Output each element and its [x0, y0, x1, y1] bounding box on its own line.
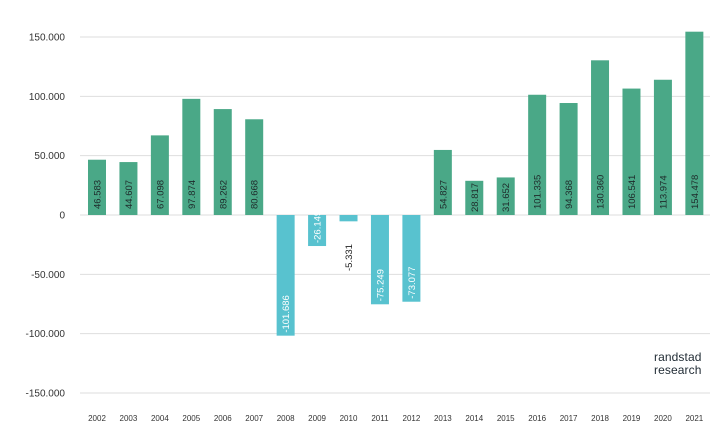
x-tick-label: 2005	[182, 414, 200, 423]
bar-2021	[685, 31, 704, 215]
x-tick-label: 2015	[497, 414, 515, 423]
bar-value-label: 101.335	[533, 175, 544, 209]
bar-2017	[559, 103, 578, 215]
bar-value-label: 46.583	[93, 180, 104, 209]
bar-value-label: 80.668	[250, 180, 261, 209]
bar-value-label: 89.262	[218, 180, 229, 209]
bar-2011	[370, 215, 389, 305]
bar-2014	[465, 180, 484, 215]
y-axis-tick-labels: 150.000 100.000 50.000 0 -50.000 -100.000 -150…	[26, 33, 66, 400]
bar-2010	[339, 215, 358, 222]
bar-value-label: 28.817	[470, 183, 481, 212]
bar-2004	[150, 135, 169, 215]
bar-value-label: 94.368	[564, 180, 575, 209]
x-tick-label: 2009	[308, 414, 326, 423]
bar-2003	[119, 162, 138, 215]
bar-value-labels: 46.583 44.607 67.098 97.874 89.262 80.668 -101…	[93, 175, 701, 333]
bar-value-label: -75.249	[375, 269, 386, 301]
bar-value-label: 113.974	[658, 175, 669, 209]
y-tick-label: -100.000	[26, 329, 66, 340]
x-tick-label: 2008	[277, 414, 295, 423]
x-tick-label: 2013	[434, 414, 452, 423]
bar-2016	[528, 94, 547, 215]
bar-value-label: -26.149	[313, 211, 324, 243]
bar-value-label: -73.077	[407, 266, 418, 298]
bar-value-label: -5.331	[344, 244, 355, 271]
x-tick-label: 2003	[120, 414, 138, 423]
bar-2008	[276, 215, 295, 336]
y-tick-label: -150.000	[26, 389, 66, 400]
bar-value-label: 130.360	[596, 175, 607, 209]
bar-2002	[88, 159, 106, 215]
bar-value-label: 54.827	[438, 180, 449, 209]
x-tick-label: 2014	[465, 414, 483, 423]
x-tick-label: 2006	[214, 414, 232, 423]
x-tick-label: 2018	[591, 414, 609, 423]
y-tick-label: 100.000	[29, 92, 66, 103]
x-tick-label: 2020	[654, 414, 672, 423]
bar-value-label: 44.607	[124, 180, 135, 209]
bar-2006	[213, 109, 232, 215]
bar-2018	[591, 60, 610, 215]
x-axis-tick-labels: 2002 2003 2004 2005 2006 2007 2008 2009 2010 2011…	[88, 414, 704, 423]
y-tick-label: -50.000	[31, 270, 65, 281]
x-tick-label: 2004	[151, 414, 169, 423]
bar-value-label: 154.478	[690, 175, 701, 209]
brand-line-1: randstad	[654, 350, 702, 364]
x-tick-label: 2021	[685, 414, 703, 423]
x-tick-label: 2016	[528, 414, 546, 423]
x-tick-label: 2019	[623, 414, 641, 423]
bar-2005	[182, 98, 201, 215]
bar-2019	[622, 88, 641, 215]
bar-2009	[308, 215, 327, 247]
grid-lines	[80, 36, 710, 394]
bar-value-label: 67.098	[155, 180, 166, 209]
y-tick-label: 0	[59, 211, 65, 222]
x-tick-label: 2017	[560, 414, 578, 423]
y-tick-label: 50.000	[34, 151, 65, 162]
bar-value-label: -101.686	[281, 295, 292, 333]
bar-2012	[402, 215, 421, 302]
bar-2015	[496, 177, 515, 215]
brand-line-2: research	[654, 363, 702, 377]
bars	[88, 31, 704, 336]
x-tick-label: 2012	[403, 414, 421, 423]
bar-2007	[245, 119, 264, 215]
bar-value-label: 31.652	[501, 183, 512, 212]
bar-value-label: 97.874	[187, 180, 198, 209]
bar-2020	[653, 79, 672, 215]
bar-2013	[433, 149, 452, 215]
x-tick-label: 2007	[245, 414, 263, 423]
y-tick-label: 150.000	[29, 33, 66, 44]
bar-value-label: 106.541	[627, 175, 638, 209]
x-tick-label: 2002	[88, 414, 106, 423]
x-tick-label: 2010	[340, 414, 358, 423]
x-tick-label: 2011	[371, 414, 389, 423]
randstad-research-logo: randstad research	[654, 351, 702, 377]
